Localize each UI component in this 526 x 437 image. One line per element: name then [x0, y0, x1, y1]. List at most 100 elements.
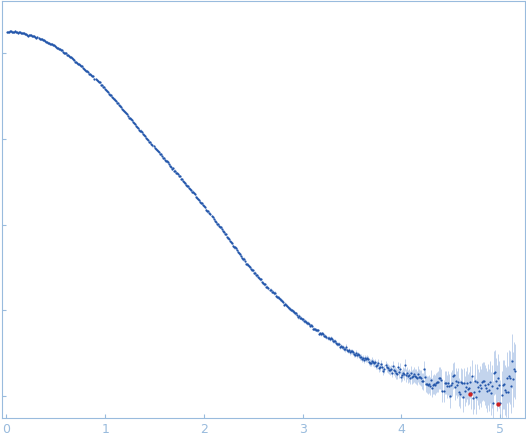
Point — [84, 69, 93, 76]
Point — [226, 237, 234, 244]
Point — [388, 369, 396, 376]
Point — [403, 369, 411, 376]
Point — [451, 378, 460, 385]
Point — [126, 115, 134, 122]
Point — [485, 386, 493, 393]
Point — [120, 108, 128, 114]
Point — [153, 146, 161, 153]
Point — [297, 314, 305, 321]
Point — [107, 92, 115, 99]
Point — [209, 215, 218, 222]
Point — [396, 365, 404, 372]
Point — [322, 333, 331, 340]
Point — [303, 319, 311, 326]
Point — [310, 325, 318, 332]
Point — [140, 132, 148, 139]
Point — [121, 108, 129, 115]
Point — [449, 372, 457, 379]
Point — [46, 40, 54, 47]
Point — [439, 388, 448, 395]
Point — [174, 170, 182, 177]
Point — [34, 35, 43, 42]
Point — [394, 369, 403, 376]
Point — [59, 49, 67, 55]
Point — [383, 365, 392, 372]
Point — [418, 378, 427, 385]
Point — [25, 31, 34, 38]
Point — [498, 381, 507, 388]
Point — [14, 29, 23, 36]
Point — [304, 319, 312, 326]
Point — [160, 157, 169, 164]
Point — [354, 351, 362, 358]
Point — [12, 29, 21, 36]
Point — [326, 336, 334, 343]
Point — [42, 38, 50, 45]
Point — [63, 51, 71, 58]
Point — [164, 159, 172, 166]
Point — [386, 367, 394, 374]
Point — [391, 370, 400, 377]
Point — [336, 343, 344, 350]
Point — [72, 58, 80, 65]
Point — [260, 281, 269, 288]
Point — [187, 187, 195, 194]
Point — [477, 385, 485, 392]
Point — [88, 73, 97, 80]
Point — [437, 376, 446, 383]
Point — [402, 372, 410, 379]
Point — [410, 371, 418, 378]
Point — [338, 344, 346, 351]
Point — [428, 384, 437, 391]
Point — [240, 255, 248, 262]
Point — [100, 85, 109, 92]
Point — [137, 127, 146, 134]
Point — [269, 290, 278, 297]
Point — [294, 314, 302, 321]
Point — [15, 28, 23, 35]
Point — [74, 60, 83, 67]
Point — [377, 361, 386, 368]
Point — [250, 269, 258, 276]
Point — [408, 374, 416, 381]
Point — [343, 347, 352, 354]
Point — [205, 209, 214, 216]
Point — [311, 326, 319, 333]
Point — [165, 161, 173, 168]
Point — [81, 66, 89, 73]
Point — [50, 43, 59, 50]
Point — [220, 230, 229, 237]
Point — [168, 165, 176, 172]
Point — [167, 163, 175, 170]
Point — [139, 130, 147, 137]
Point — [138, 129, 147, 136]
Point — [284, 304, 292, 311]
Point — [16, 29, 24, 36]
Point — [393, 364, 402, 371]
Point — [17, 30, 25, 37]
Point — [309, 325, 318, 332]
Point — [39, 36, 48, 43]
Point — [90, 75, 99, 82]
Point — [136, 128, 145, 135]
Point — [114, 99, 122, 106]
Point — [459, 394, 467, 401]
Point — [502, 375, 511, 382]
Point — [278, 297, 286, 304]
Point — [342, 347, 351, 354]
Point — [483, 388, 491, 395]
Point — [305, 320, 313, 327]
Point — [444, 383, 453, 390]
Point — [475, 387, 483, 394]
Point — [235, 250, 243, 257]
Point — [238, 255, 246, 262]
Point — [463, 379, 471, 386]
Point — [465, 385, 473, 392]
Point — [159, 155, 168, 162]
Point — [403, 373, 412, 380]
Point — [258, 278, 267, 285]
Point — [452, 382, 461, 388]
Point — [486, 379, 494, 386]
Point — [204, 208, 213, 215]
Point — [155, 149, 163, 156]
